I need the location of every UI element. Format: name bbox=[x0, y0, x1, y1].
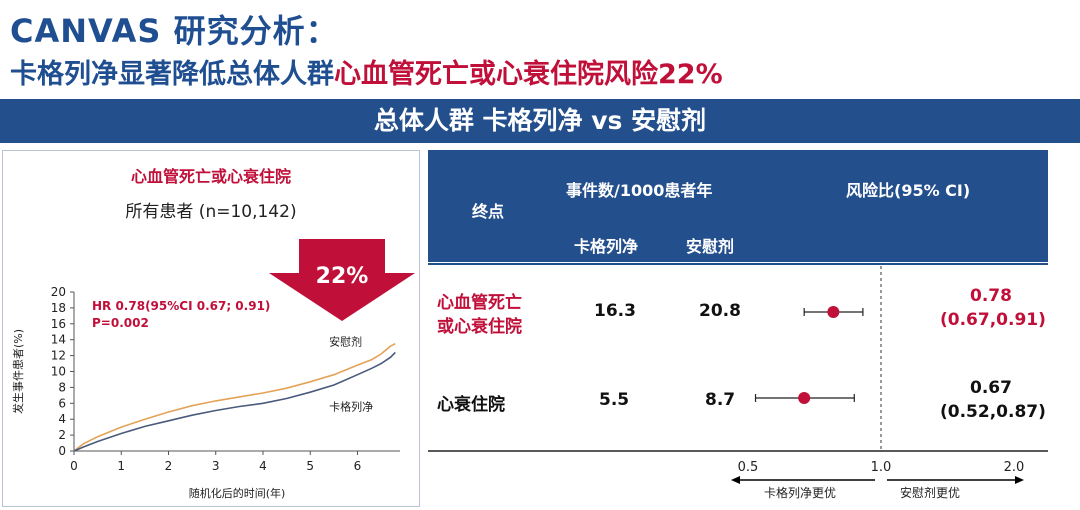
row2-placebo: 8.7 bbox=[705, 390, 736, 410]
y-tick-label: 6 bbox=[58, 396, 66, 410]
x-axis-label: 随机化后的时间(年) bbox=[189, 486, 286, 500]
subtitle-part1: 卡格列净显著降低总体人群 bbox=[10, 59, 334, 90]
col-hr: 风险比(95% CI) bbox=[846, 181, 971, 200]
x-tick-label: 6 bbox=[354, 459, 362, 473]
row2-ci: (0.52,0.87) bbox=[940, 402, 1046, 422]
y-tick-label: 18 bbox=[51, 301, 66, 315]
y-tick-label: 16 bbox=[51, 317, 66, 331]
page-subtitle: 卡格列净显著降低总体人群心血管死亡或心衰住院风险22% bbox=[10, 52, 723, 91]
row1-placebo: 20.8 bbox=[699, 301, 741, 321]
hr-point bbox=[798, 392, 811, 404]
arrow-label: 22% bbox=[315, 264, 369, 289]
subtitle-part2: 心血管死亡或心衰住院风险 bbox=[334, 59, 658, 90]
x-tick-label: 0 bbox=[70, 459, 78, 473]
down-arrow-icon bbox=[269, 239, 415, 321]
row1-hr: 0.78 bbox=[970, 286, 1012, 306]
table-header: 终点 事件数/1000患者年 卡格列净 安慰剂 风险比(95% CI) bbox=[428, 150, 1048, 262]
x-tick-label: 3 bbox=[212, 459, 220, 473]
hr-text-line2: P=0.002 bbox=[92, 316, 149, 330]
forest-tick-label: 2.0 bbox=[1004, 460, 1025, 475]
km-panel: 心血管死亡或心衰住院 所有患者 (n=10,142) 22% bbox=[2, 150, 420, 507]
row1-ci: (0.67,0.91) bbox=[940, 310, 1046, 330]
y-axis-label: 发生事件患者(%) bbox=[11, 329, 25, 414]
y-tick-label: 4 bbox=[58, 412, 66, 426]
row2-drug: 5.5 bbox=[599, 390, 630, 410]
x-tick-label: 5 bbox=[306, 459, 314, 473]
y-tick-label: 14 bbox=[51, 333, 66, 347]
row2-hr: 0.67 bbox=[970, 378, 1012, 398]
direction-left-label: 卡格列净更优 bbox=[764, 485, 836, 500]
y-tick-label: 10 bbox=[51, 365, 66, 379]
x-tick-label: 4 bbox=[259, 459, 267, 473]
subtitle-part3: 22% bbox=[658, 59, 723, 90]
y-tick-label: 20 bbox=[51, 285, 66, 299]
km-subtitle: 所有患者 (n=10,142) bbox=[125, 202, 297, 222]
row1-endpoint-line1: 心血管死亡 bbox=[437, 293, 522, 313]
km-title: 心血管死亡或心衰住院 bbox=[130, 167, 291, 186]
y-tick-label: 2 bbox=[58, 428, 66, 442]
section-banner: 总体人群 卡格列净 vs 安慰剂 bbox=[0, 99, 1080, 143]
row2-endpoint-line1: 心衰住院 bbox=[437, 395, 505, 415]
series-line-canagliflozin bbox=[73, 351, 396, 452]
row1-endpoint-line2: 或心衰住院 bbox=[437, 317, 522, 337]
row1-drug: 16.3 bbox=[594, 301, 636, 321]
page-title: CANVAS 研究分析： bbox=[10, 12, 339, 50]
right-arrowhead-icon bbox=[1015, 476, 1024, 484]
col-endpoint: 终点 bbox=[472, 202, 505, 221]
series-label-canagliflozin: 卡格列净 bbox=[329, 399, 373, 413]
col-placebo: 安慰剂 bbox=[686, 237, 735, 256]
x-tick-label: 1 bbox=[117, 459, 125, 473]
y-tick-label: 12 bbox=[51, 349, 66, 363]
hr-text-line1: HR 0.78(95%CI 0.67; 0.91) bbox=[92, 299, 270, 313]
x-tick-label: 2 bbox=[165, 459, 173, 473]
col-drug: 卡格列净 bbox=[574, 237, 639, 256]
y-tick-label: 8 bbox=[58, 380, 66, 394]
col-events: 事件数/1000患者年 bbox=[566, 181, 713, 200]
hr-point bbox=[827, 306, 840, 318]
forest-tick-label: 1.0 bbox=[871, 460, 892, 475]
forest-tick-label: 0.5 bbox=[738, 460, 759, 475]
series-label-placebo: 安慰剂 bbox=[329, 334, 362, 348]
direction-right-label: 安慰剂更优 bbox=[900, 485, 960, 500]
left-arrowhead-icon bbox=[731, 476, 740, 484]
y-tick-label: 0 bbox=[58, 444, 66, 458]
series-line-placebo bbox=[73, 342, 396, 452]
